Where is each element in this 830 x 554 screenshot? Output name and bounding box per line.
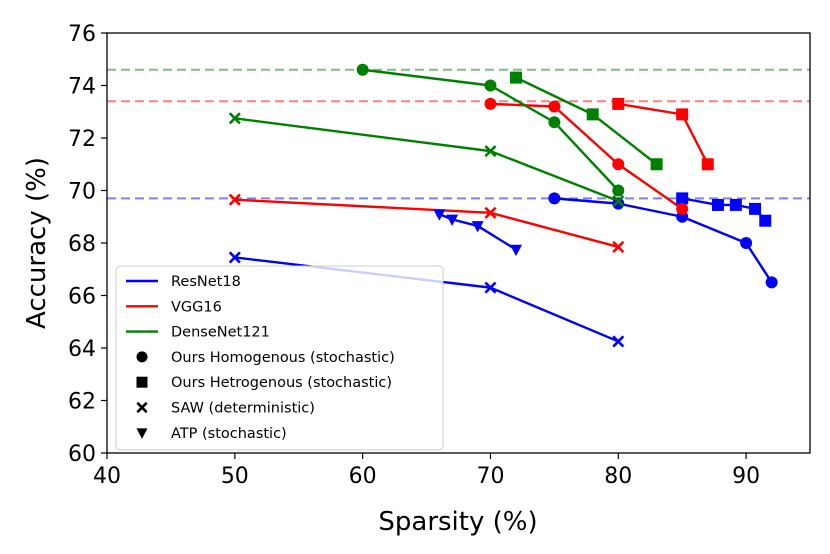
- y-tick-label: 76: [68, 22, 96, 47]
- legend-box: [115, 265, 444, 451]
- data-point: [612, 240, 625, 253]
- legend-label: ATP (stochastic): [171, 426, 287, 442]
- legend-marker-swatch: [136, 376, 148, 388]
- chart-legend: ResNet18 VGG16 DenseNet121 Ours Homogenous …: [115, 265, 444, 451]
- data-point: [740, 237, 753, 249]
- data-point: [612, 184, 625, 197]
- data-point: [510, 244, 523, 257]
- data-point: [484, 281, 497, 294]
- data-point: [484, 97, 497, 110]
- y-axis-title: Accuracy (%): [22, 157, 52, 329]
- x-axis-title: Sparsity (%): [378, 507, 537, 537]
- x-tick-label: 40: [93, 464, 121, 489]
- data-point: [711, 198, 724, 211]
- data-point: [548, 116, 561, 129]
- y-tick-label: 60: [68, 442, 96, 467]
- baseline-reference-lines: [107, 68, 810, 200]
- series-line-densenet121-homogenous: [362, 68, 620, 192]
- x-tick-label: 90: [732, 464, 760, 489]
- data-point: [471, 221, 484, 233]
- legend-label: DenseNet121: [171, 325, 270, 341]
- x-axis-ticks: 40 50 60 70 80 90: [93, 453, 760, 489]
- legend-label: ResNet18: [171, 274, 241, 290]
- legend-marker-swatch: [136, 401, 148, 414]
- y-tick-label: 66: [68, 285, 96, 310]
- data-point: [446, 214, 459, 226]
- legend-label: Ours Hetrogenous (stochastic): [171, 375, 392, 391]
- data-point: [612, 97, 625, 110]
- y-tick-label: 68: [68, 232, 96, 257]
- y-axis-ticks: 60 62 64 66 68 70 72 74 76: [68, 22, 107, 467]
- data-point: [612, 194, 625, 208]
- data-point: [701, 158, 714, 171]
- y-tick-label: 70: [68, 180, 96, 205]
- data-point: [228, 112, 241, 125]
- x-tick-label: 80: [604, 464, 632, 489]
- series-markers: [228, 63, 778, 348]
- legend-label: VGG16: [171, 299, 222, 315]
- data-point: [484, 206, 497, 219]
- legend-marker-swatch: [136, 351, 148, 363]
- x-tick-label: 50: [221, 464, 249, 489]
- data-point: [676, 108, 689, 121]
- data-point: [612, 197, 625, 210]
- y-tick-label: 62: [68, 390, 96, 415]
- data-point: [729, 198, 742, 211]
- data-point: [484, 79, 497, 92]
- y-tick-label: 64: [68, 337, 96, 362]
- data-point: [765, 276, 778, 289]
- legend-marker-swatch: [136, 428, 148, 439]
- legend-label: SAW (deterministic): [171, 401, 315, 417]
- data-point: [484, 145, 497, 158]
- data-point: [676, 202, 689, 215]
- data-point: [612, 158, 625, 171]
- x-tick-label: 70: [476, 464, 504, 489]
- data-point: [759, 214, 772, 227]
- data-point: [548, 192, 561, 205]
- data-point: [548, 100, 561, 113]
- data-point: [510, 71, 523, 84]
- data-point: [356, 63, 369, 76]
- data-point: [586, 108, 599, 121]
- y-tick-label: 74: [68, 75, 96, 100]
- data-point: [749, 202, 762, 215]
- data-point: [612, 335, 625, 348]
- legend-label: Ours Homogenous (stochastic): [171, 350, 395, 366]
- data-point: [676, 192, 689, 205]
- data-point: [228, 193, 241, 206]
- data-point: [650, 158, 663, 171]
- data-point: [228, 251, 241, 264]
- data-point: [433, 209, 446, 221]
- y-tick-label: 72: [68, 127, 96, 152]
- series-line-resnet18-atp: [438, 213, 517, 251]
- x-tick-label: 60: [349, 464, 377, 489]
